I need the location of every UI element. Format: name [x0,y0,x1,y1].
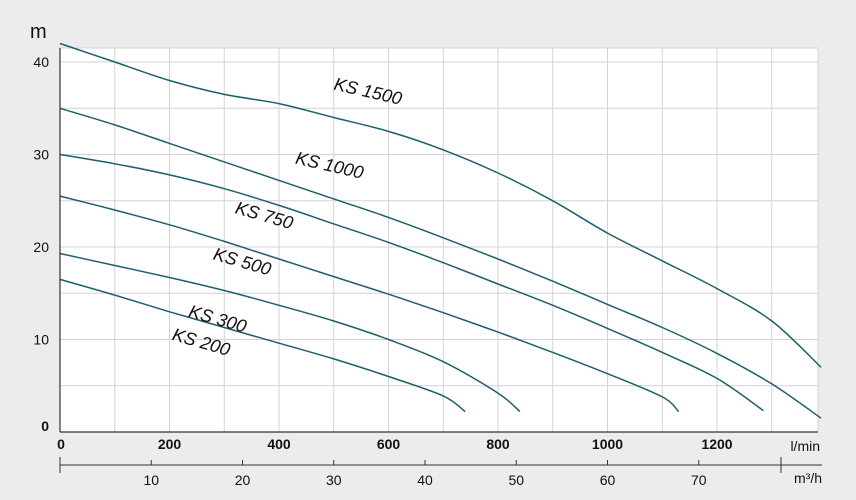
x-tick-label: 600 [377,436,401,452]
performance-curves [59,42,822,419]
x-tick-label: 400 [267,436,291,452]
x2-tick-label: 10 [143,472,159,488]
y-tick-label: 30 [33,147,49,163]
x2-axis-unit: m³/h [794,470,822,486]
y-tick-label: 10 [33,332,49,348]
x2-tick-label: 50 [508,472,524,488]
x-axis-unit: l/min [790,438,820,454]
series-line-ks-1500 [59,42,822,368]
x2-tick-label: 30 [326,472,342,488]
series-line-ks-1000 [59,107,822,419]
y-tick-label: 40 [33,54,49,70]
x-tick-label: 200 [158,436,182,452]
series-line-ks-200 [59,278,466,413]
x-tick-label: 0 [57,436,65,452]
y-tick-label: 0 [41,418,49,434]
x2-tick-label: 60 [600,472,616,488]
x2-tick-label: 40 [417,472,433,488]
y-axis-title: m [30,21,47,43]
plot-area [59,47,819,433]
series-line-ks-750 [59,153,764,412]
series-line-ks-500 [59,195,680,413]
y-tick-label: 20 [33,239,49,255]
grid-lines [60,48,818,432]
series-line-ks-300 [59,252,521,413]
x-tick-label: 1000 [592,436,623,452]
x-tick-label: 800 [486,436,510,452]
x-tick-label: 1200 [701,436,732,452]
x2-tick-label: 70 [691,472,707,488]
x2-tick-label: 20 [235,472,251,488]
